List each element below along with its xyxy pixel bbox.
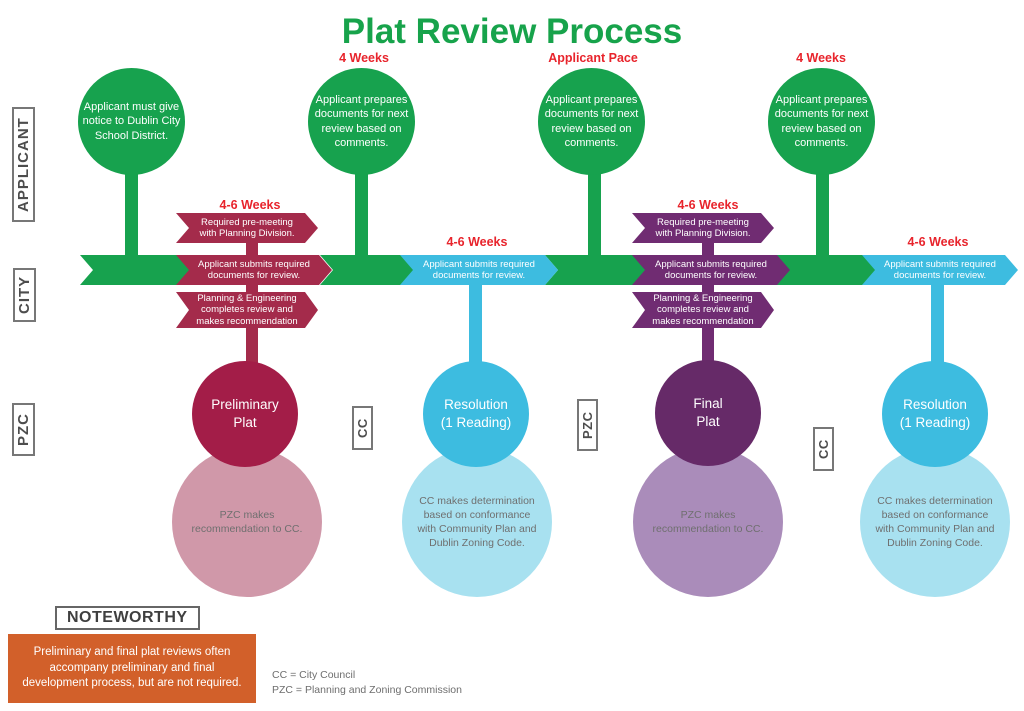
banner-text: Applicant submits required documents for… [198,258,310,281]
outcome-circle-4: CC makes determination based on conforma… [860,447,1010,597]
noteworthy-heading: NOTEWORTHY [55,606,200,630]
pace-label-3: 4 Weeks [796,51,846,65]
banner-text: Planning & Engineering completes review … [652,293,754,327]
applicant-step-text: Applicant prepares documents for next re… [774,93,869,149]
banner-review-crimson: Planning & Engineering completes review … [176,292,318,328]
noteworthy-note-box: Preliminary and final plat reviews often… [8,634,256,703]
outcome-circle-1: PZC makes recommendation to CC. [172,447,322,597]
legend: CC = City Council PZC = Planning and Zon… [272,668,462,698]
timeline-segment [80,255,197,285]
banner-review-purple: Planning & Engineering completes review … [632,292,774,328]
review-body-cc-2: CC [813,427,834,471]
diagram-title: Plat Review Process [341,12,683,51]
connector-stem [816,170,829,260]
milestone-final-plat: Final Plat [655,360,761,466]
banner-text: Planning & Engineering completes review … [196,293,298,327]
milestone-resolution-2: Resolution (1 Reading) [882,361,988,467]
duration-label-crimson: 4-6 Weeks [219,198,281,212]
banner-submit-cyan1: Applicant submits required documents for… [400,255,558,285]
connector-stem [931,283,944,375]
duration-label-cyan2: 4-6 Weeks [907,235,969,249]
banner-submit-purple: Applicant submits required documents for… [632,255,790,285]
outcome-circle-3: PZC makes recommendation to CC. [633,447,783,597]
banner-submit-crimson: Applicant submits required documents for… [176,255,332,285]
connector-stem [125,170,138,260]
outcome-text: PZC makes recommendation to CC. [191,508,303,535]
duration-label-purple: 4-6 Weeks [677,198,739,212]
milestone-resolution-1: Resolution (1 Reading) [423,361,529,467]
banner-pre-meeting-crimson: Required pre-meeting with Planning Divis… [176,213,318,243]
lane-label-pzc: PZC [12,403,35,456]
review-body-cc-1: CC [352,406,373,450]
review-body-pzc: PZC [577,399,598,451]
noteworthy-note-text: Preliminary and final plat reviews often… [22,646,242,690]
applicant-step-text: Applicant prepares documents for next re… [544,93,639,149]
connector-stem [588,170,601,260]
pace-label-2: Applicant Pace [548,51,638,65]
legend-pzc: PZC = Planning and Zoning Commission [272,684,462,697]
applicant-step-text: Applicant must give notice to Dublin Cit… [82,101,181,142]
applicant-step-circle-1: Applicant must give notice to Dublin Cit… [78,68,185,175]
outcome-text: PZC makes recommendation to CC. [652,508,764,535]
outcome-text: CC makes determination based on conforma… [875,494,995,550]
banner-submit-cyan2: Applicant submits required documents for… [862,255,1018,285]
timeline-segment [775,255,879,285]
connector-stem [469,283,482,375]
banner-text: Applicant submits required documents for… [423,258,535,281]
legend-cc: CC = City Council [272,669,356,681]
banner-text: Applicant submits required documents for… [884,258,996,281]
outcome-circle-2: CC makes determination based on conforma… [402,447,552,597]
connector-stem [355,170,368,260]
lane-label-applicant: APPLICANT [12,107,35,222]
banner-text: Required pre-meeting with Planning Divis… [655,216,751,239]
outcome-text: CC makes determination based on conforma… [417,494,537,550]
pace-label-1: 4 Weeks [339,51,389,65]
banner-text: Applicant submits required documents for… [655,258,767,281]
duration-label-cyan1: 4-6 Weeks [446,235,508,249]
applicant-step-circle-4: Applicant prepares documents for next re… [768,68,875,175]
banner-text: Required pre-meeting with Planning Divis… [199,216,295,239]
timeline-segment [545,255,647,285]
applicant-step-circle-2: Applicant prepares documents for next re… [308,68,415,175]
banner-pre-meeting-purple: Required pre-meeting with Planning Divis… [632,213,774,243]
applicant-step-text: Applicant prepares documents for next re… [314,93,409,149]
milestone-preliminary-plat: Preliminary Plat [192,361,298,467]
timeline-segment [320,255,416,285]
applicant-step-circle-3: Applicant prepares documents for next re… [538,68,645,175]
lane-label-city: CITY [13,268,36,322]
